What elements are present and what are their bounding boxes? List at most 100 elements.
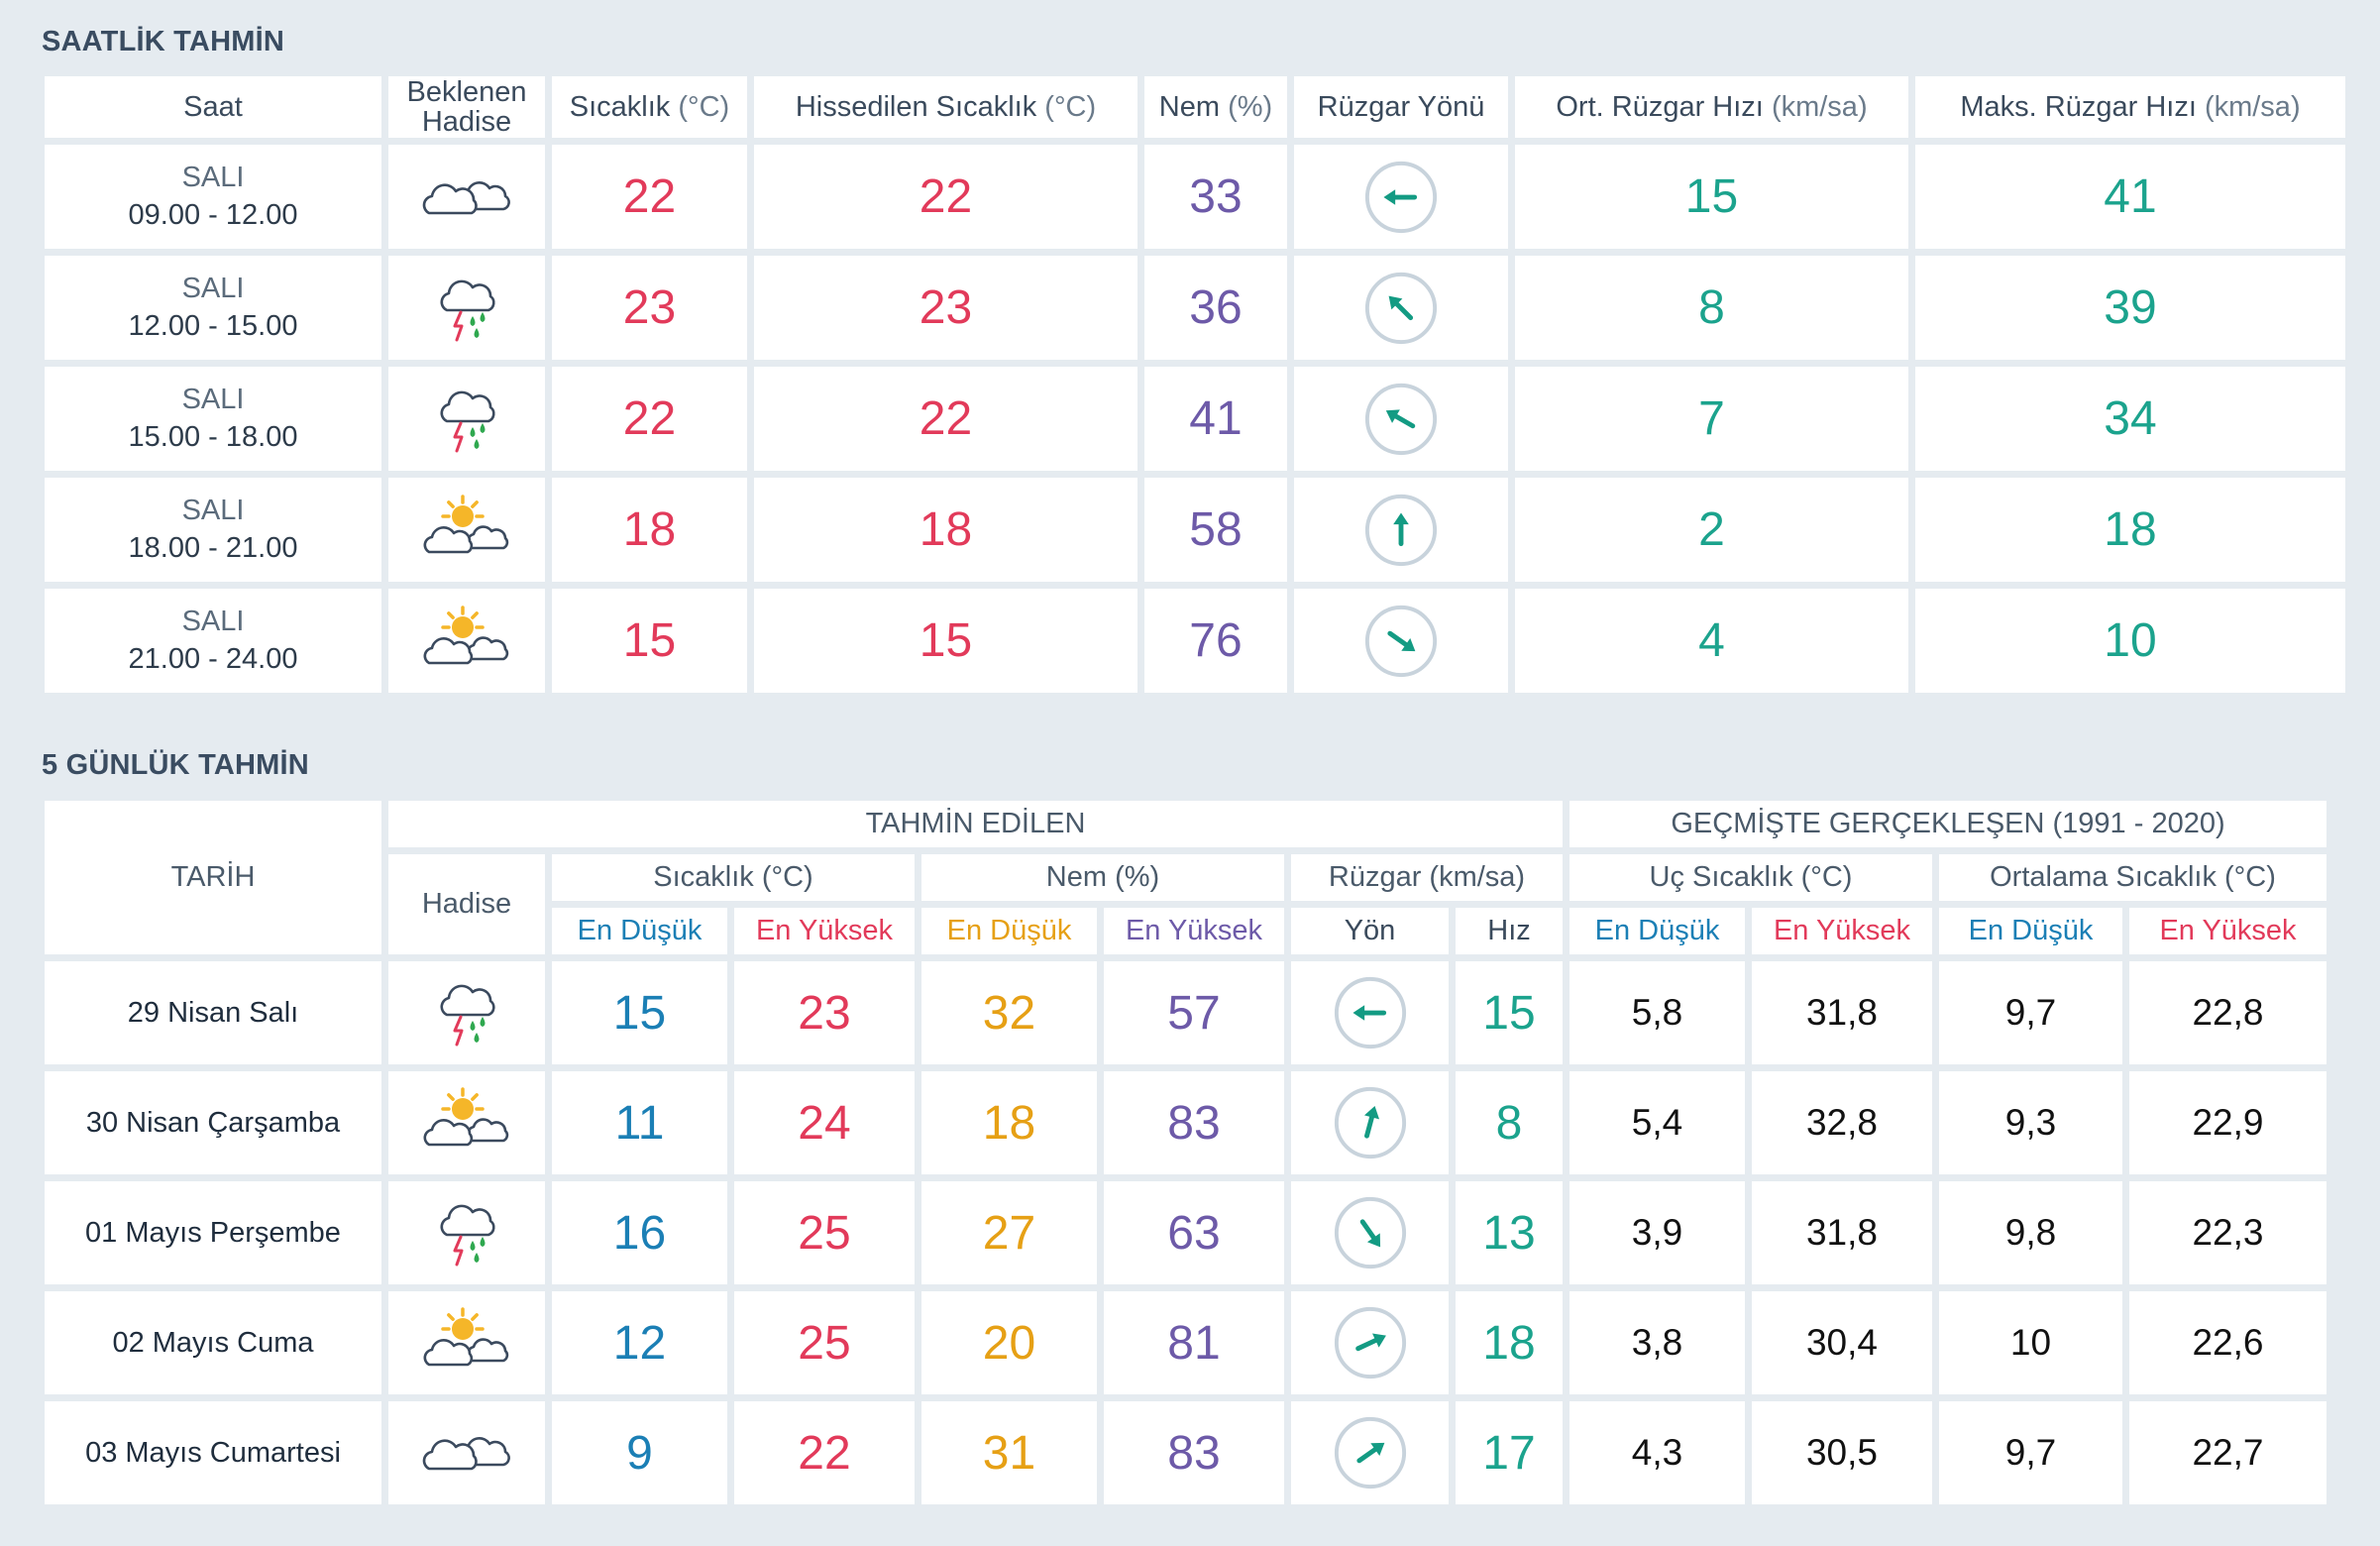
subheader-uc-en-yuksek: En Yüksek <box>1752 908 1932 954</box>
header-saat-label: Saat <box>183 90 243 123</box>
hourly-time-cell: SALI 21.00 - 24.00 <box>45 589 381 693</box>
hourly-temperature: 22 <box>552 145 747 249</box>
hourly-max-wind-speed: 41 <box>1915 145 2345 249</box>
daily-weather-cell <box>388 1181 545 1284</box>
hourly-time-cell: SALI 15.00 - 18.00 <box>45 367 381 471</box>
header-tarih: TARİH <box>45 801 381 954</box>
cloudy-icon <box>422 180 510 214</box>
hourly-max-wind-speed: 34 <box>1915 367 2345 471</box>
cloudy-icon <box>422 1437 510 1471</box>
subheader-ortalama-en-dusuk: En Düşük <box>1939 908 2122 954</box>
daily-humidity-min: 20 <box>921 1291 1097 1394</box>
header-ruzgar-label: Rüzgar (km/sa) <box>1328 861 1526 894</box>
hourly-temperature: 18 <box>552 478 747 582</box>
hourly-temperature: 15 <box>552 589 747 693</box>
daily-humidity-max: 81 <box>1104 1291 1284 1394</box>
daily-average-max: 22,3 <box>2129 1181 2326 1284</box>
hourly-avg-wind-speed: 8 <box>1515 256 1908 360</box>
wind-direction-arrow-icon <box>1364 605 1438 677</box>
hourly-feels-like: 22 <box>754 367 1137 471</box>
hourly-max-wind-speed: 18 <box>1915 478 2345 582</box>
daily-humidity-max: 83 <box>1104 1071 1284 1174</box>
daily-humidity-max: 63 <box>1104 1181 1284 1284</box>
hourly-wind-direction-cell <box>1294 478 1508 582</box>
hourly-humidity: 33 <box>1144 145 1287 249</box>
daily-date: 01 Mayıs Perşembe <box>45 1181 381 1284</box>
daily-average-max: 22,9 <box>2129 1071 2326 1174</box>
hourly-feels-like: 22 <box>754 145 1137 249</box>
subheader-nem-en-yuksek: En Yüksek <box>1104 908 1284 954</box>
hourly-weather-cell <box>388 478 545 582</box>
daily-humidity-min: 31 <box>921 1401 1097 1504</box>
hourly-time-cell: SALI 18.00 - 21.00 <box>45 478 381 582</box>
daily-extreme-min: 3,9 <box>1569 1181 1745 1284</box>
daily-weather-cell <box>388 1291 545 1394</box>
daily-temp-max: 22 <box>734 1401 915 1504</box>
hourly-time-range: 21.00 - 24.00 <box>128 642 298 675</box>
wind-direction-arrow-icon <box>1334 1196 1406 1270</box>
daily-wind-direction-cell <box>1291 1071 1449 1174</box>
daily-temp-max: 25 <box>734 1291 915 1394</box>
hourly-day-label: SALI <box>181 495 245 527</box>
daily-wind-direction-cell <box>1291 1181 1449 1284</box>
header-gecmiste: GEÇMİŞTE GERÇEKLEŞEN (1991 - 2020) <box>1569 801 2326 847</box>
hourly-day-label: SALI <box>181 273 245 305</box>
header-nem-unit: (%) <box>1228 90 1273 123</box>
hourly-feels-like: 18 <box>754 478 1137 582</box>
wind-direction-arrow-icon <box>1334 1086 1406 1160</box>
header-hadise-label: Hadise <box>421 888 512 921</box>
hourly-feels-like: 15 <box>754 589 1137 693</box>
header-maks-ruzgar-unit: (km/sa) <box>2204 90 2301 123</box>
daily-temp-min: 12 <box>552 1291 727 1394</box>
daily-forecast-table: TARİH TAHMİN EDİLEN GEÇMİŞTE GERÇEKLEŞEN… <box>45 801 2338 1504</box>
partly-cloudy-icon <box>423 1307 509 1367</box>
wind-direction-arrow-icon <box>1334 976 1406 1049</box>
daily-extreme-min: 5,8 <box>1569 961 1745 1064</box>
hourly-time-cell: SALI 09.00 - 12.00 <box>45 145 381 249</box>
hourly-wind-direction-cell <box>1294 145 1508 249</box>
subheader-sicaklik-en-yuksek: En Yüksek <box>734 908 915 954</box>
thunderstorm-rain-icon <box>440 984 495 1047</box>
header-hadise: Hadise <box>388 854 545 954</box>
hourly-max-wind-speed: 10 <box>1915 589 2345 693</box>
hourly-avg-wind-speed: 7 <box>1515 367 1908 471</box>
daily-humidity-min: 18 <box>921 1071 1097 1174</box>
daily-temp-min: 15 <box>552 961 727 1064</box>
hourly-time-range: 09.00 - 12.00 <box>128 198 298 231</box>
wind-direction-arrow-icon <box>1364 161 1438 233</box>
daily-humidity-min: 32 <box>921 961 1097 1064</box>
daily-section-title: 5 GÜNLÜK TAHMİN <box>42 749 309 781</box>
wind-direction-arrow-icon <box>1364 272 1438 344</box>
daily-weather-cell <box>388 1401 545 1504</box>
hourly-feels-like: 23 <box>754 256 1137 360</box>
hourly-time-range: 15.00 - 18.00 <box>128 420 298 453</box>
daily-extreme-min: 3,8 <box>1569 1291 1745 1394</box>
subheader-ruzgar-yon: Yön <box>1291 908 1449 954</box>
daily-wind-direction-cell <box>1291 1401 1449 1504</box>
subheader-ortalama-en-yuksek: En Yüksek <box>2129 908 2326 954</box>
wind-direction-arrow-icon <box>1364 494 1438 566</box>
thunderstorm-rain-icon <box>440 279 495 341</box>
wind-direction-arrow-icon <box>1364 383 1438 455</box>
hourly-weather-cell <box>388 367 545 471</box>
subheader-ruzgar-hiz: Hız <box>1456 908 1563 954</box>
header-hadise-label: Beklenen Hadise <box>406 75 527 138</box>
daily-average-min: 9,3 <box>1939 1071 2122 1174</box>
header-nem: Nem (%) <box>1144 76 1287 138</box>
daily-humidity-min: 27 <box>921 1181 1097 1284</box>
hourly-humidity: 76 <box>1144 589 1287 693</box>
header-sicaklik: Sıcaklık (°C) <box>552 76 747 138</box>
header-ort-ruzgar: Ort. Rüzgar Hızı (km/sa) <box>1515 76 1908 138</box>
daily-average-max: 22,6 <box>2129 1291 2326 1394</box>
hourly-day-label: SALI <box>181 162 245 194</box>
header-sicaklik: Sıcaklık (°C) <box>552 854 915 901</box>
daily-average-min: 9,8 <box>1939 1181 2122 1284</box>
subheader-nem-en-dusuk: En Düşük <box>921 908 1097 954</box>
daily-average-max: 22,7 <box>2129 1401 2326 1504</box>
hourly-humidity: 36 <box>1144 256 1287 360</box>
header-tahmin-edilen-label: TAHMİN EDİLEN <box>865 808 1086 840</box>
header-sicaklik-label: Sıcaklık <box>569 90 671 123</box>
hourly-humidity: 58 <box>1144 478 1287 582</box>
daily-weather-cell <box>388 961 545 1064</box>
daily-wind-speed: 15 <box>1456 961 1563 1064</box>
